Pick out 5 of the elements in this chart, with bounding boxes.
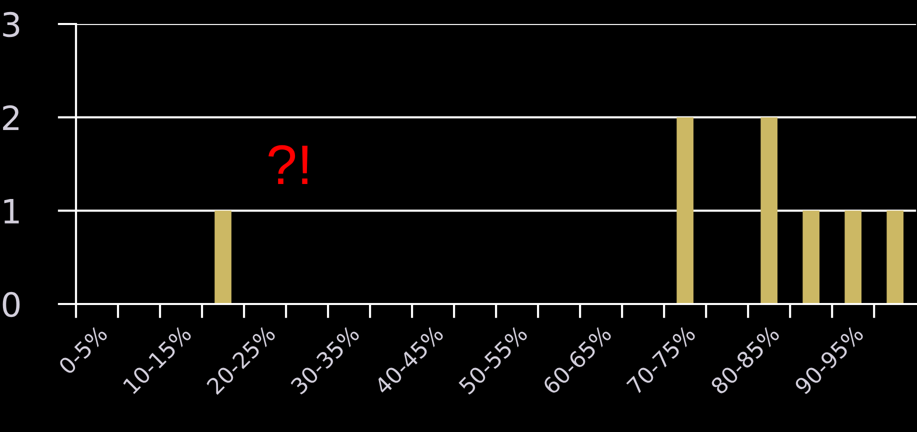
annotation: ?! xyxy=(268,145,308,184)
y-tick-label: 2 xyxy=(3,105,18,130)
y-tick-label: 1 xyxy=(4,199,19,224)
y-tick-label: 0 xyxy=(2,292,20,318)
y-tick-label: 3 xyxy=(3,12,20,38)
